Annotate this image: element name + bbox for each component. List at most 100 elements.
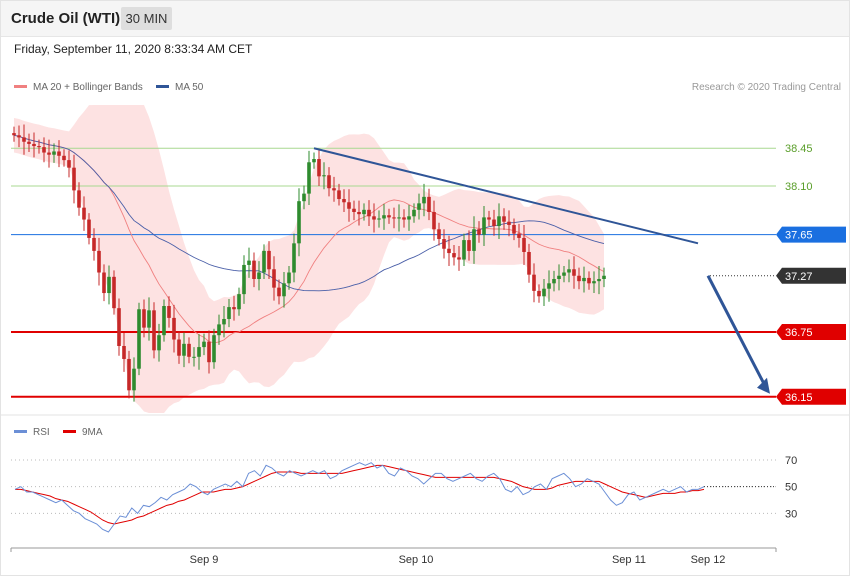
- candle-down: [252, 260, 256, 279]
- candle-up: [157, 335, 161, 351]
- candle-up: [417, 203, 421, 210]
- candle-down: [77, 190, 81, 208]
- candle-up: [247, 260, 251, 265]
- ma20-line: [13, 134, 605, 344]
- candle-down: [357, 211, 361, 215]
- candle-down: [27, 141, 31, 144]
- x-tick-label: Sep 11: [612, 554, 646, 566]
- candle-down: [537, 290, 541, 297]
- ma20-legend-swatch: [14, 85, 27, 88]
- timeframe-button[interactable]: 30 MIN: [121, 7, 172, 30]
- rsi-tick-label: 30: [785, 508, 797, 520]
- candle-down: [87, 219, 91, 238]
- candle-down: [427, 196, 431, 212]
- candle-up: [307, 162, 311, 194]
- pivot-label: 37.65: [785, 230, 813, 242]
- candle-down: [577, 275, 581, 282]
- candle-down: [437, 229, 441, 240]
- candle-down: [187, 343, 191, 357]
- candle-up: [257, 272, 261, 279]
- ma9-legend-swatch: [63, 430, 76, 433]
- candle-down: [467, 240, 471, 251]
- timestamp: Friday, September 11, 2020 8:33:34 AM CE…: [14, 42, 253, 56]
- candle-up: [52, 151, 56, 155]
- candle-down: [367, 209, 371, 217]
- credit-label: Research © 2020 Trading Central: [692, 82, 841, 93]
- candle-down: [492, 219, 496, 227]
- candle-up: [297, 201, 301, 244]
- candle-up: [602, 275, 606, 279]
- candle-down: [477, 229, 481, 235]
- candle-down: [32, 143, 36, 147]
- candle-up: [242, 264, 246, 295]
- candle-up: [407, 216, 411, 220]
- candle-down: [347, 202, 351, 209]
- candle-down: [372, 216, 376, 220]
- candle-down: [352, 208, 356, 212]
- candle-up: [562, 272, 566, 276]
- label-layer: MA 20 + Bollinger Bands MA 50 Research ©…: [10, 82, 841, 566]
- candle-up: [542, 288, 546, 297]
- candle-up: [597, 278, 601, 282]
- candle-down: [172, 317, 176, 340]
- chart-header: Crude Oil (WTI) 30 MIN: [0, 0, 850, 37]
- candle-down: [452, 253, 456, 258]
- rsi-ma9-line: [15, 464, 705, 525]
- candle-down: [62, 155, 66, 161]
- candle-up: [552, 278, 556, 284]
- candle-up: [237, 294, 241, 310]
- candle-up: [472, 229, 476, 251]
- price-panel: 38.45 38.10 37.65 37.27 36.75 36.15: [11, 105, 846, 413]
- candle-up: [497, 216, 501, 227]
- x-tick-label: Sep 10: [399, 554, 434, 566]
- candle-down: [92, 237, 96, 251]
- candle-up: [422, 196, 426, 204]
- candle-down: [122, 345, 126, 359]
- candle-down: [127, 358, 131, 391]
- candle-down: [317, 159, 321, 177]
- candle-up: [412, 209, 416, 217]
- candle-up: [147, 310, 151, 328]
- candle-down: [267, 250, 271, 270]
- candle-up: [582, 277, 586, 282]
- x-tick-label: Sep 9: [190, 554, 219, 566]
- candle-up: [322, 175, 326, 177]
- candle-down: [337, 190, 341, 200]
- forecast-arrow: [706, 275, 766, 385]
- candle-up: [362, 209, 366, 215]
- candle-up: [182, 343, 186, 356]
- candle-down: [342, 199, 346, 203]
- candle-down: [507, 221, 511, 225]
- ma9-legend-label: 9MA: [82, 427, 103, 438]
- candle-up: [227, 307, 231, 319]
- candle-down: [102, 272, 106, 294]
- support-tag: [776, 323, 846, 340]
- candle-up: [292, 243, 296, 273]
- pivot-tag: [776, 226, 846, 243]
- candle-down: [272, 269, 276, 288]
- candle-down: [512, 224, 516, 234]
- candle-down: [527, 251, 531, 275]
- candle-up: [557, 275, 561, 279]
- candle-down: [12, 133, 16, 136]
- support-label: 36.75: [785, 327, 813, 339]
- candle-up: [137, 309, 141, 369]
- candle-down: [42, 147, 46, 153]
- support-tag: [776, 388, 846, 405]
- candle-down: [22, 137, 26, 142]
- resistance-label: 38.45: [785, 143, 813, 155]
- candle-up: [302, 193, 306, 202]
- candle-down: [392, 217, 396, 219]
- candle-down: [232, 307, 236, 310]
- candle-up: [312, 159, 316, 163]
- candle-down: [432, 211, 436, 230]
- candle-down: [402, 217, 406, 220]
- rsi-legend-swatch: [14, 430, 27, 433]
- candle-down: [327, 175, 331, 189]
- candle-down: [57, 151, 61, 156]
- candle-down: [97, 250, 101, 273]
- candle-up: [262, 250, 266, 273]
- candle-up: [162, 306, 166, 336]
- candle-up: [132, 368, 136, 391]
